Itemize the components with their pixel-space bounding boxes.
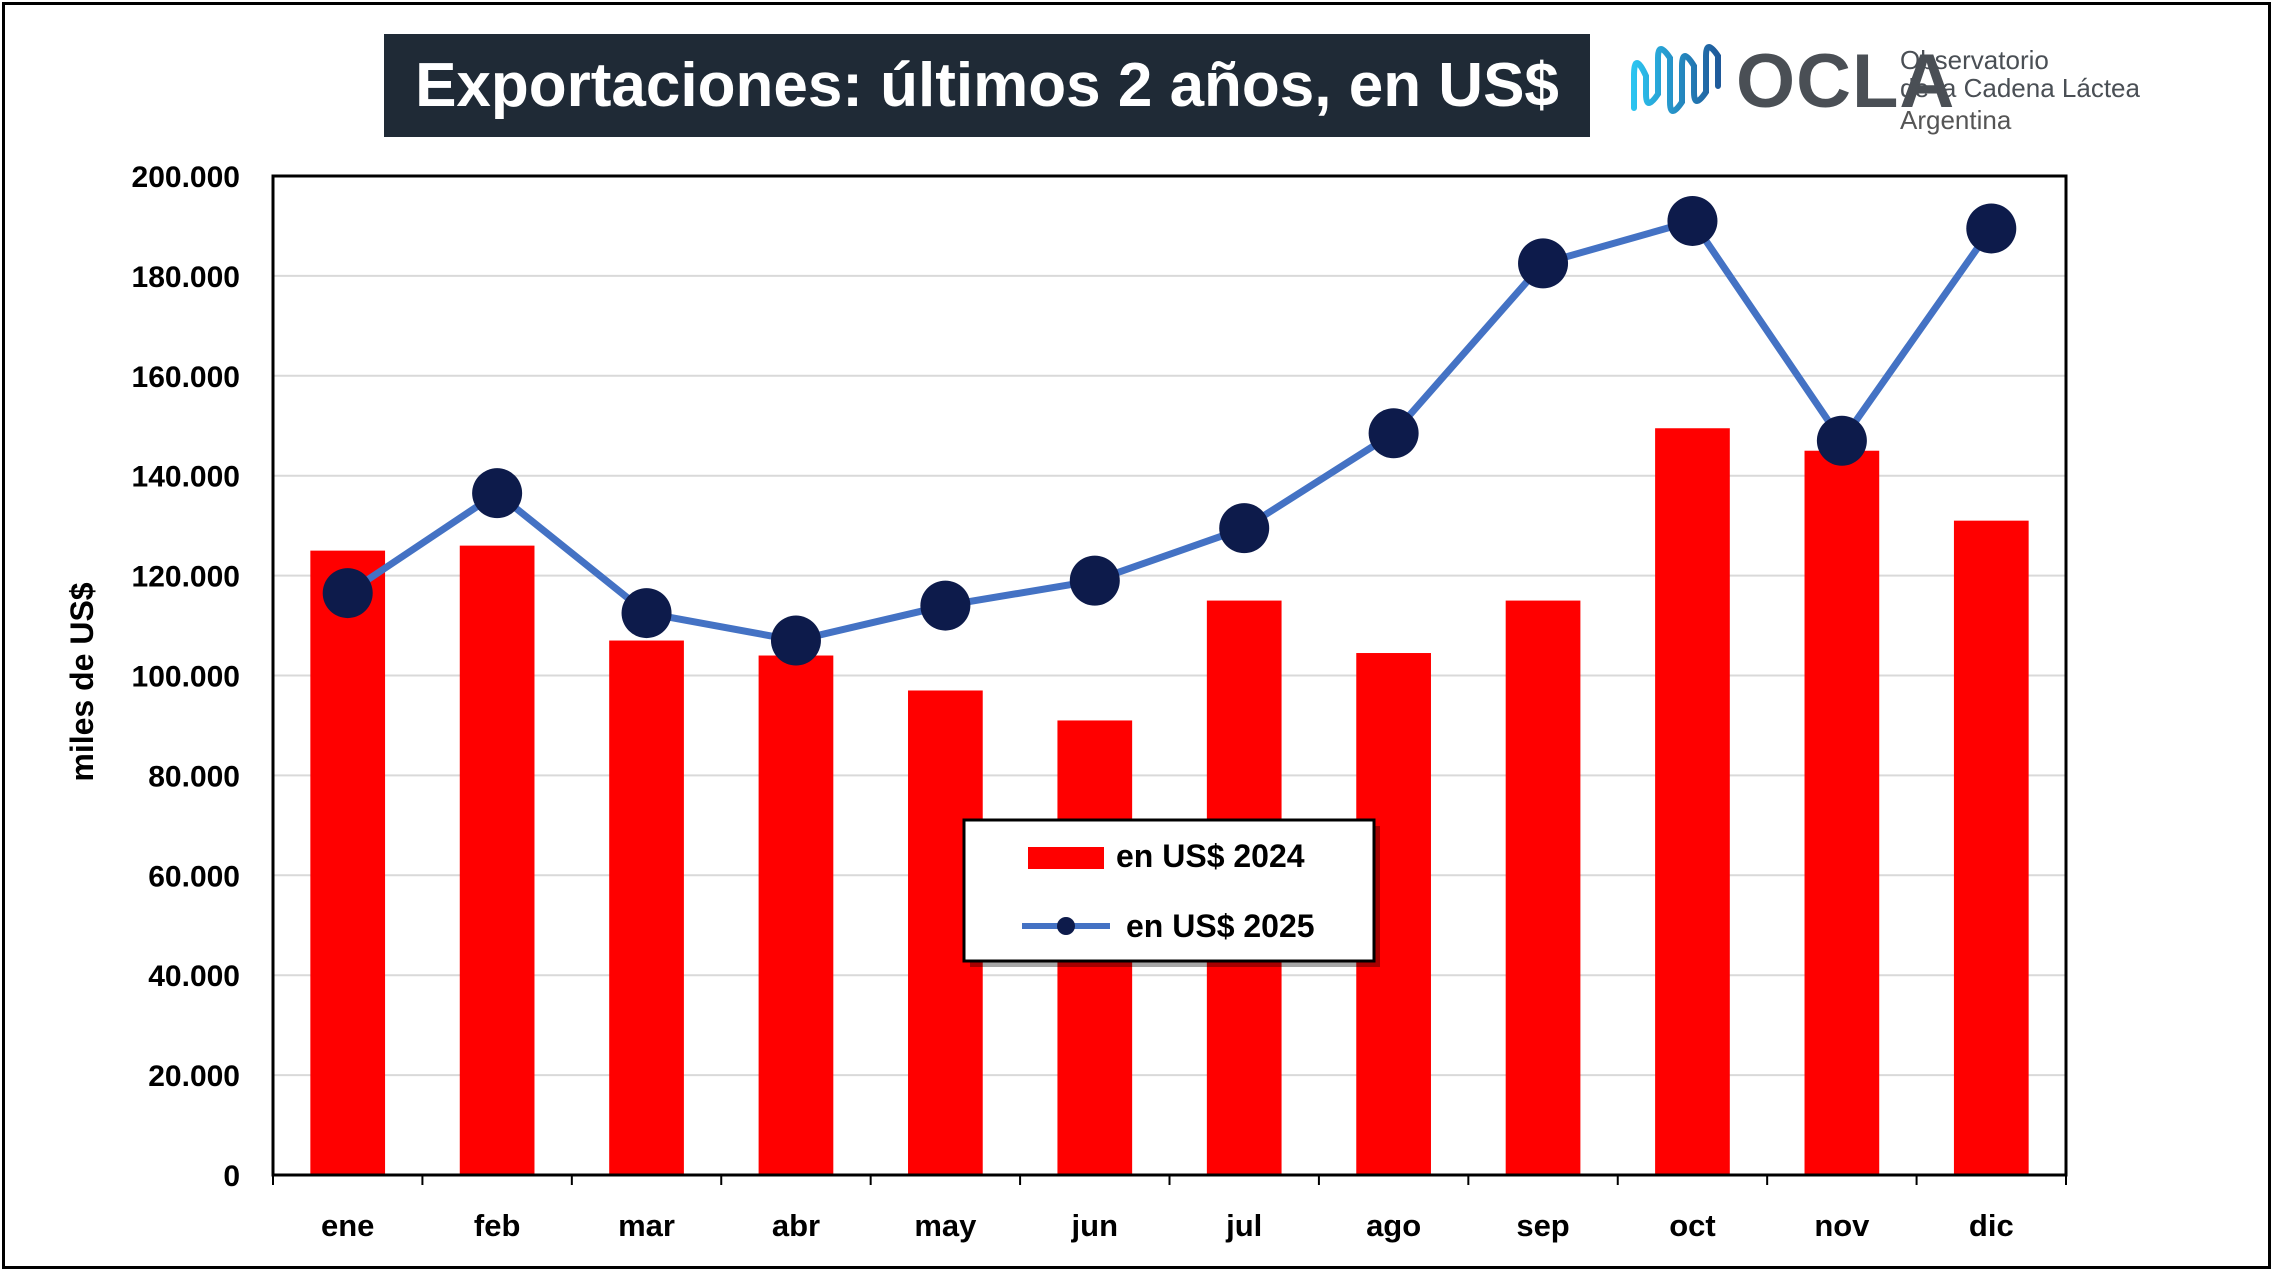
legend-box bbox=[962, 818, 1376, 963]
y-axis-label: miles de US$ bbox=[64, 582, 100, 781]
legend-marker-2025 bbox=[1057, 917, 1075, 935]
point-2025 bbox=[1219, 503, 1270, 554]
bar-2024 bbox=[459, 545, 535, 1175]
x-tick-label: dic bbox=[1969, 1208, 2014, 1243]
point-2025 bbox=[1816, 415, 1867, 466]
logo-wordmark: OCLA bbox=[1736, 39, 1956, 124]
legend-label-2024: en US$ 2024 bbox=[1116, 838, 1305, 874]
y-tick-label: 20.000 bbox=[148, 1060, 240, 1093]
title-banner: Exportaciones: últimos 2 años, en US$ bbox=[384, 34, 1590, 137]
ocla-logo: OCLA Observatorio de la Cadena Láctea Ar… bbox=[1628, 36, 2148, 146]
wave-icon bbox=[1631, 44, 1721, 114]
x-tick-label: ene bbox=[321, 1208, 374, 1243]
x-tick-label: jul bbox=[1225, 1208, 1262, 1243]
point-2025 bbox=[621, 588, 672, 639]
axes: 0 20.000 40.000 60.000 80.000 100.000 120.000 1… bbox=[132, 161, 2068, 1243]
y-tick-label: 0 bbox=[223, 1160, 240, 1193]
x-tick-label: feb bbox=[474, 1208, 521, 1243]
y-tick-label: 140.000 bbox=[132, 461, 240, 494]
y-tick-label: 80.000 bbox=[148, 760, 240, 793]
logo-line-3: Argentina bbox=[1900, 105, 2012, 135]
y-tick-label: 160.000 bbox=[132, 361, 240, 394]
point-2025 bbox=[322, 568, 373, 619]
bar-2024 bbox=[310, 550, 386, 1175]
y-tick-label: 100.000 bbox=[132, 661, 240, 694]
y-tick-label: 200.000 bbox=[132, 161, 240, 194]
y-tick-label: 40.000 bbox=[148, 960, 240, 993]
x-tick-label: oct bbox=[1669, 1208, 1716, 1243]
point-2025 bbox=[1966, 203, 2017, 254]
legend-label-2025: en US$ 2025 bbox=[1126, 908, 1315, 944]
chart-title: Exportaciones: últimos 2 años, en US$ bbox=[415, 51, 1559, 120]
point-2025 bbox=[1667, 195, 1718, 246]
series-line-2025 bbox=[345, 217, 1995, 645]
x-tick-label: mar bbox=[618, 1208, 675, 1243]
logo-line-1: Observatorio bbox=[1900, 45, 2049, 75]
point-2025 bbox=[1069, 555, 1120, 606]
y-tick-label: 180.000 bbox=[132, 261, 240, 294]
point-2025 bbox=[1368, 408, 1419, 459]
bar-2024 bbox=[758, 655, 834, 1175]
x-tick-label: jun bbox=[1071, 1208, 1119, 1243]
bars-2024 bbox=[310, 428, 2029, 1176]
legend-swatch-2024 bbox=[1028, 847, 1104, 869]
bar-2024 bbox=[1505, 600, 1581, 1175]
x-tick-label: may bbox=[914, 1208, 977, 1243]
point-2025 bbox=[920, 580, 971, 631]
legend: en US$ 2024 en US$ 2025 bbox=[962, 818, 1380, 967]
x-tick-label: abr bbox=[772, 1208, 820, 1243]
x-tick-label: ago bbox=[1366, 1208, 1421, 1243]
line-2025 bbox=[322, 195, 2017, 666]
y-tick-label: 60.000 bbox=[148, 860, 240, 893]
bar-2024 bbox=[1953, 520, 2029, 1175]
point-2025 bbox=[770, 615, 821, 666]
logo-line-2: de la Cadena Láctea bbox=[1900, 73, 2140, 103]
x-tick-label: sep bbox=[1516, 1208, 1569, 1243]
bar-2024 bbox=[609, 640, 684, 1175]
bar-2024 bbox=[1804, 450, 1880, 1176]
bar-2024 bbox=[1655, 428, 1730, 1175]
point-2025 bbox=[472, 468, 523, 519]
y-tick-label: 120.000 bbox=[132, 561, 240, 594]
point-2025 bbox=[1518, 238, 1569, 289]
x-tick-label: nov bbox=[1814, 1208, 1870, 1243]
